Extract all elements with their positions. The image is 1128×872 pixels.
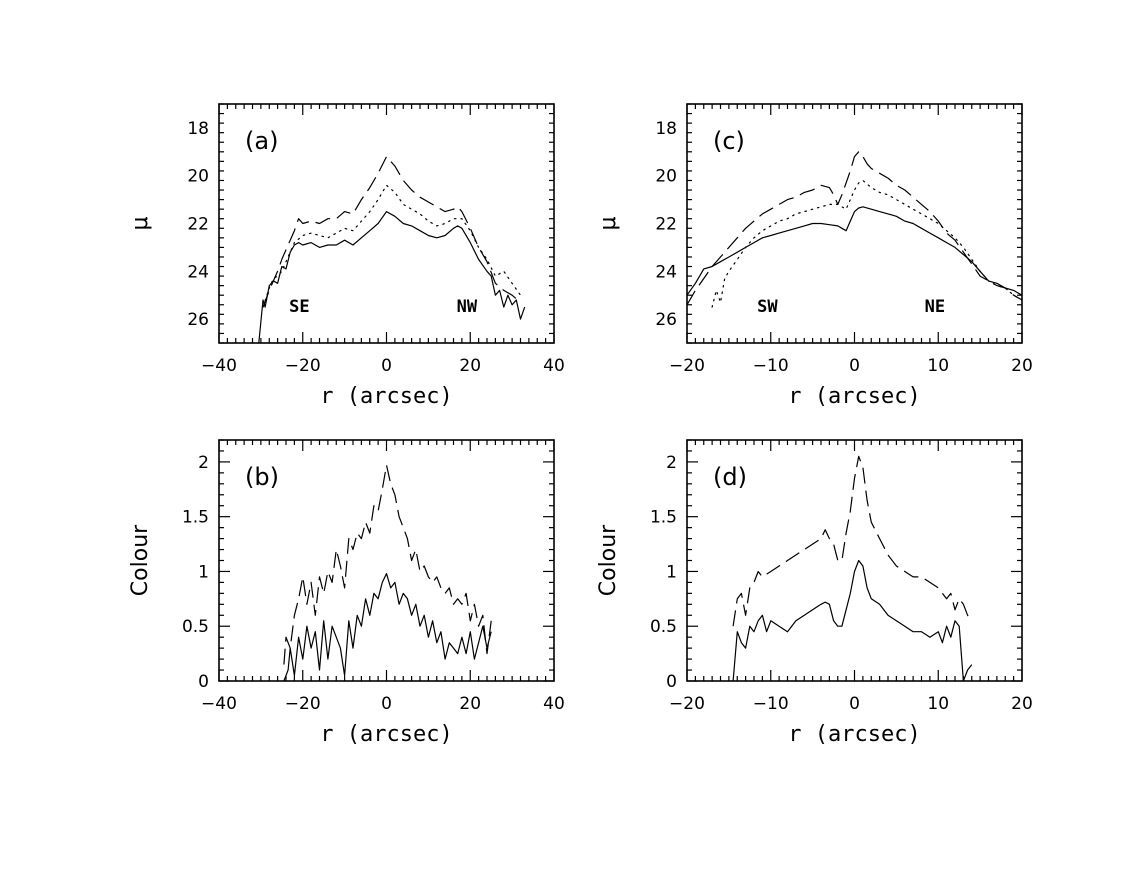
panel-label: (a) [245,127,278,155]
panel-label: (b) [245,463,279,491]
y-tick-label: 18 [655,119,677,139]
series-solid-line [283,572,492,681]
x-tick-label: −40 [201,356,237,376]
y-tick-label: 2 [666,453,677,473]
y-tick-label: 22 [655,215,677,235]
panel-b: −40 −20 0 20 40 0 0.5 1 1.5 2 r (arcsec) Colour (b) [128,439,565,747]
x-axis-label: r (arcsec) [788,384,920,409]
x-tick-label: −10 [753,694,789,714]
y-tick-label: 1 [198,562,209,582]
direction-label: SW [757,297,778,317]
y-tick-label: 20 [655,167,677,187]
y-axis-label: Colour [596,524,621,596]
y-tick-label: 1.5 [650,508,677,528]
direction-label: SE [289,297,309,317]
y-tick-label: 1 [666,562,677,582]
series-dashed-line [732,455,973,627]
panel-d: −20 −10 0 10 20 0 0.5 1 1.5 2 r (arcsec) Colour (d) [596,439,1033,747]
panel-label: (d) [713,463,747,491]
y-tick-label: 24 [187,262,209,282]
x-tick-label: 20 [459,356,481,376]
x-tick-label: −20 [669,356,705,376]
x-tick-label: 0 [381,356,392,376]
series-dotted-line [262,184,522,308]
x-tick-label: 10 [927,356,949,376]
x-tick-label: 0 [849,694,860,714]
series-dashed-line [262,156,521,308]
y-axis-label: μ [596,217,621,231]
y-tick-label: 0 [666,672,677,692]
x-tick-label: 40 [543,356,565,376]
x-tick-label: 40 [543,694,565,714]
y-tick-label: 1.5 [182,508,209,528]
x-tick-label: −20 [285,356,321,376]
series-solid-line [258,211,526,343]
y-tick-label: 0.5 [182,617,209,637]
x-axis-label: r (arcsec) [320,722,452,747]
y-tick-label: 0 [198,672,209,692]
x-tick-label: 0 [381,694,392,714]
x-tick-label: 10 [927,694,949,714]
x-axis-label: r (arcsec) [788,722,920,747]
y-tick-label: 22 [187,215,209,235]
panel-a: −40 −20 0 20 40 18 20 22 24 26 r (arcsec) μ (a) SE NW [128,103,565,409]
series-dashed-line [687,151,1022,306]
y-tick-label: 26 [655,310,677,330]
panel-label: (c) [713,127,745,155]
x-tick-label: −20 [285,694,321,714]
y-tick-label: 24 [655,262,677,282]
x-tick-label: −40 [201,694,237,714]
panel-c: −20 −10 0 10 20 18 20 22 24 26 r (arcsec) μ (c) SW NE [596,103,1033,409]
y-tick-label: 2 [198,453,209,473]
y-axis-label: μ [128,217,153,231]
x-tick-label: 20 [459,694,481,714]
y-axis-label: Colour [128,524,153,596]
y-tick-label: 20 [187,167,209,187]
direction-label: NW [457,297,478,317]
x-tick-label: −20 [669,694,705,714]
direction-label: NE [925,297,945,317]
y-tick-label: 18 [187,119,209,139]
y-tick-label: 0.5 [650,617,677,637]
y-tick-label: 26 [187,310,209,330]
series-solid-line [687,206,1022,296]
series-dashed-line [283,464,492,665]
x-tick-label: 20 [1011,694,1033,714]
x-tick-label: −10 [753,356,789,376]
x-tick-label: 20 [1011,356,1033,376]
x-axis-label: r (arcsec) [320,384,452,409]
series-dotted-line [711,179,1022,308]
series-solid-line [732,559,973,681]
x-tick-label: 0 [849,356,860,376]
